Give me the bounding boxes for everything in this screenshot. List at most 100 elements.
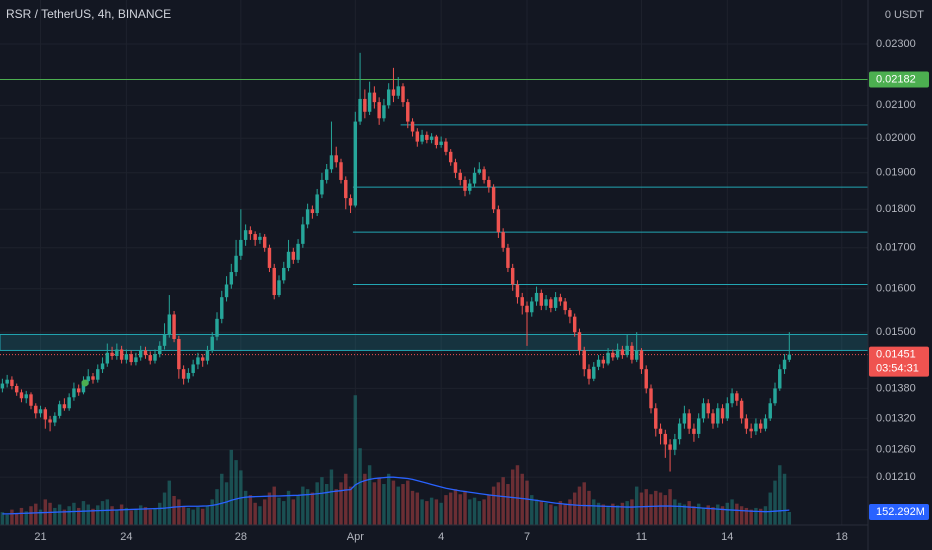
candle-body (5, 379, 9, 384)
candle-body (200, 357, 205, 361)
candle-body (553, 297, 558, 308)
candle-body (744, 418, 749, 429)
candles (0, 52, 792, 472)
candle-body (277, 280, 281, 296)
candle-body (763, 418, 768, 429)
candle-body (138, 350, 143, 358)
candle-body (673, 439, 677, 450)
level-label: 0.02182 (876, 73, 916, 85)
volume-bar (19, 507, 24, 525)
candle-body (38, 409, 43, 414)
volume-bar (134, 508, 138, 525)
volume-bar (286, 490, 291, 525)
candle-body (420, 134, 424, 142)
volume-bar (105, 499, 110, 525)
volume-bar (186, 507, 191, 525)
candle-body (696, 418, 701, 434)
candle-body (239, 239, 243, 256)
volume-bar (172, 495, 176, 525)
volume-bar (420, 499, 424, 525)
volume-bar (310, 492, 315, 525)
candle-body (706, 403, 710, 414)
candle-body (282, 267, 286, 281)
volume-bar (434, 499, 439, 525)
volume-bar (444, 495, 448, 525)
candle-body (14, 385, 19, 393)
candle-body (358, 98, 362, 122)
volume-bar (72, 502, 76, 525)
volume-bar (739, 506, 744, 525)
candle-body (81, 381, 86, 393)
volume-bar (262, 499, 267, 525)
volume-bar (501, 477, 505, 525)
candle-body (262, 236, 267, 248)
volume-bar (639, 492, 644, 525)
volume-bar (582, 482, 586, 525)
candle-body (558, 297, 563, 302)
candle-body (539, 292, 544, 306)
volume-label: 152.292M (876, 506, 925, 518)
candle-body (501, 232, 505, 248)
volume-bar (272, 486, 276, 525)
volume-bar (654, 490, 658, 525)
candle-body (320, 179, 324, 195)
volume-bar (596, 502, 601, 525)
candle-body (520, 297, 524, 306)
volume-bar (592, 499, 596, 525)
volume-bar (67, 506, 71, 525)
candle-body (439, 141, 443, 145)
volume-bar (606, 506, 610, 525)
candle-body (248, 230, 253, 235)
volume-bar (162, 492, 167, 525)
candle-body (687, 413, 691, 429)
candle-body (453, 162, 458, 173)
x-tick-label: 7 (524, 531, 530, 543)
volume-bar (334, 489, 338, 525)
volume-bar (124, 507, 129, 525)
volume-pane (0, 395, 792, 525)
candle-body (410, 121, 415, 132)
volume-bar (630, 499, 634, 525)
volume-bar (396, 486, 400, 525)
candle-body (425, 134, 429, 140)
last-price-label: 0.01451 (876, 349, 916, 361)
candle-body (124, 354, 129, 360)
candle-body (62, 404, 67, 409)
candle-body (296, 243, 300, 260)
volume-bar (477, 501, 482, 525)
candle-body (730, 393, 734, 404)
volume-bar (391, 480, 396, 525)
volume-bar (453, 489, 458, 525)
candle-body (119, 349, 124, 360)
candle-body (496, 209, 501, 233)
volume-bar (81, 501, 86, 525)
candle-body (72, 388, 76, 398)
volume-bar (215, 489, 219, 525)
volume-bar (696, 503, 701, 525)
candle-body (544, 299, 548, 306)
candle-body (172, 314, 176, 339)
candle-body (429, 136, 434, 140)
y-tick-label: 0.01800 (876, 203, 916, 215)
volume-bar (744, 507, 749, 525)
candle-body (305, 209, 310, 225)
volume-bar (525, 480, 529, 525)
candle-body (582, 350, 586, 370)
candle-body (530, 301, 534, 313)
grid (0, 0, 868, 525)
volume-bar (148, 509, 152, 525)
candle-body (644, 369, 648, 389)
x-tick-label: Apr (347, 531, 364, 543)
candle-body (129, 354, 133, 363)
volume-bar (205, 505, 210, 525)
candle-body (611, 352, 615, 358)
candle-body (630, 345, 634, 360)
candle-body (105, 352, 110, 364)
volume-bar (386, 473, 391, 525)
volume-bar (358, 448, 362, 525)
volume-bar (253, 502, 257, 525)
volume-bar (138, 505, 143, 525)
volume-bar (401, 484, 405, 525)
candle-body (692, 428, 696, 434)
